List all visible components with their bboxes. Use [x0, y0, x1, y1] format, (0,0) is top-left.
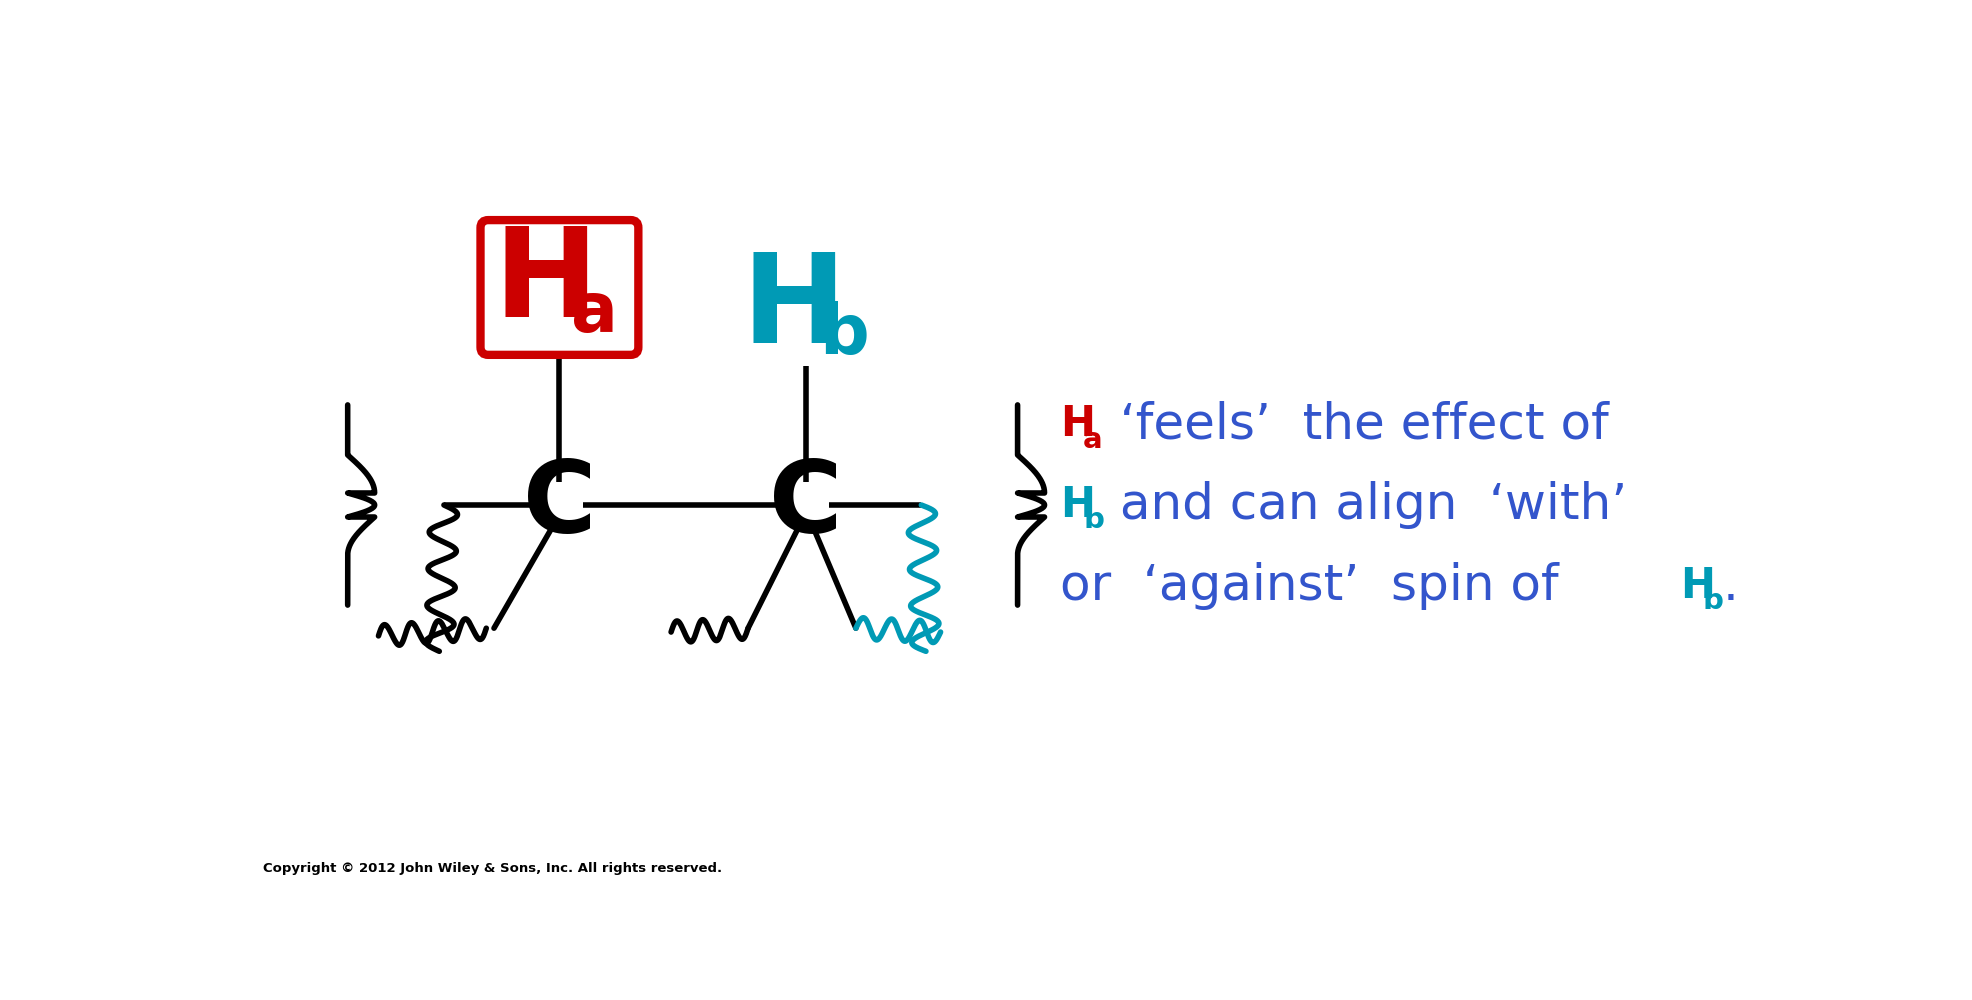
Text: a: a: [1083, 426, 1102, 454]
Text: b: b: [820, 301, 870, 368]
FancyBboxPatch shape: [481, 220, 639, 355]
Text: ‘feels’  the effect of: ‘feels’ the effect of: [1104, 400, 1609, 448]
Text: Copyright © 2012 John Wiley & Sons, Inc. All rights reserved.: Copyright © 2012 John Wiley & Sons, Inc.…: [262, 862, 722, 875]
Text: H: H: [1059, 484, 1094, 526]
Text: H: H: [1680, 565, 1716, 607]
Text: a: a: [570, 279, 617, 346]
Text: H: H: [493, 222, 598, 343]
Text: C: C: [523, 456, 596, 554]
Text: C: C: [769, 456, 842, 554]
Text: H: H: [741, 248, 846, 369]
Text: H: H: [1059, 403, 1094, 445]
Text: b: b: [1083, 506, 1104, 534]
Text: b: b: [1704, 587, 1724, 615]
Text: and can align  ‘with’: and can align ‘with’: [1104, 481, 1627, 529]
Text: or  ‘against’  spin of: or ‘against’ spin of: [1059, 562, 1574, 610]
Text: .: .: [1722, 562, 1737, 610]
